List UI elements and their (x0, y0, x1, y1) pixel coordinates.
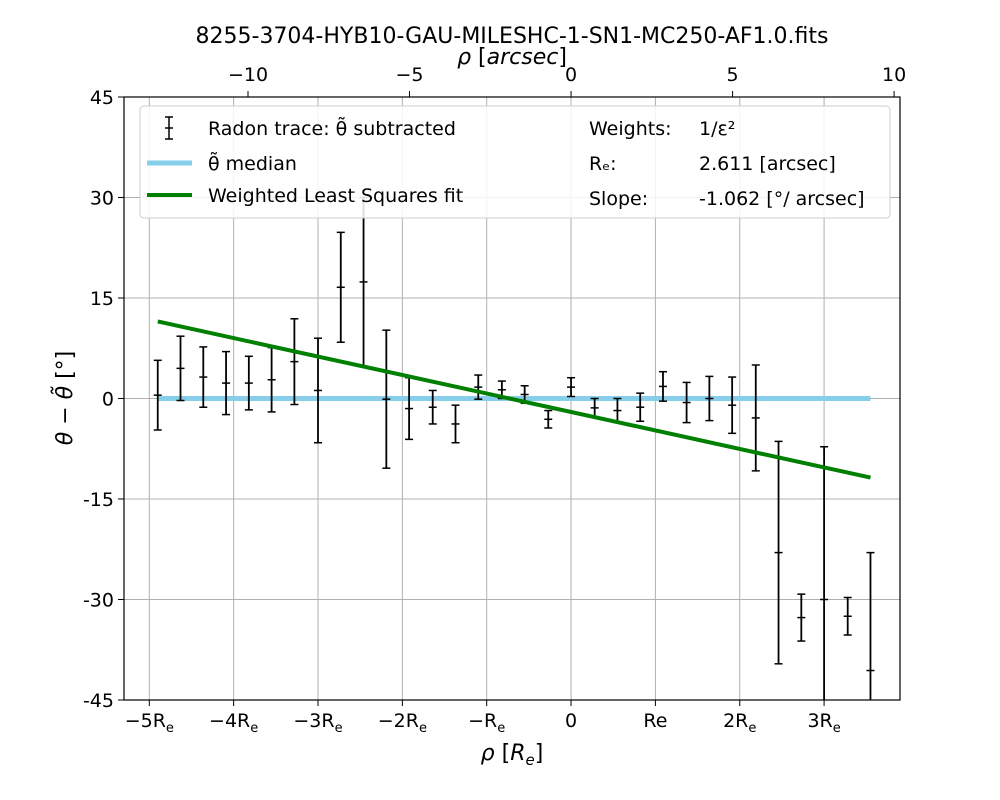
x-tick-label-1: −4Re (209, 710, 258, 736)
errorbar-point-25 (728, 376, 737, 435)
x-tick-label-2: −3Re (293, 710, 342, 736)
x-top-tick-label-4: 10 (882, 64, 906, 86)
legend-label-fit: Weighted Least Squares fit (208, 185, 463, 207)
x-axis-top-title: ρ [arcsec] (457, 45, 567, 70)
legend-box (139, 105, 891, 219)
errorbar-point-2 (199, 346, 208, 408)
errorbar-point-24 (705, 375, 714, 422)
errorbar-point-28 (797, 593, 806, 642)
x-axis-bottom: −5Re −4Re −3Re −2Re −Re 0 Re 2Re 3Re (125, 700, 841, 736)
errorbar-point-30 (843, 596, 852, 636)
y-axis-title: θ − θ̃ [°] (50, 351, 78, 446)
errorbar-point-29 (820, 445, 829, 700)
errorbar-point-6 (290, 318, 299, 406)
x-axis-title: ρ [Re] (481, 741, 544, 769)
legend-slope-value: -1.062 [°/ arcsec] (699, 188, 865, 210)
y-tick-label-4: -15 (83, 489, 114, 511)
errorbar-point-14 (474, 374, 483, 400)
legend-label-median: θ̃ median (208, 150, 297, 175)
errorbar-point-4 (244, 355, 253, 411)
legend-re-value: 2.611 [arcsec] (699, 153, 836, 175)
x-tick-label-6: Re (643, 710, 667, 732)
legend-errorbar-marker (165, 116, 173, 140)
errorbar-point-31 (866, 551, 875, 700)
chart-title: 8255-3704-HYB10-GAU-MILESHC-1-SN1-MC250-… (196, 24, 829, 49)
errorbar-point-13 (451, 404, 460, 444)
legend-slope-label: Slope: (589, 188, 648, 210)
x-top-tick-label-2: 0 (565, 64, 577, 86)
y-tick-label-3: 0 (102, 389, 114, 411)
y-tick-label-2: 15 (90, 288, 114, 310)
x-tick-label-0: −5Re (125, 710, 174, 736)
errorbar-point-8 (336, 231, 345, 343)
x-top-tick-label-3: 5 (727, 64, 739, 86)
errorbar-point-22 (658, 370, 667, 402)
legend-weights-label: Weights: (589, 118, 672, 140)
errorbar-point-18 (567, 376, 576, 398)
y-axis: 45 30 15 0 -15 -30 -45 (83, 87, 124, 712)
errorbar-point-10 (382, 329, 391, 469)
errorbar-point-21 (636, 392, 645, 423)
x-tick-label-7: 2Re (723, 710, 756, 736)
y-tick-label-0: 45 (90, 87, 114, 109)
errorbar-point-12 (428, 389, 437, 425)
y-tick-label-5: -30 (83, 590, 114, 612)
errorbar-point-1 (176, 335, 185, 402)
legend-re-label: Rₑ: (589, 153, 617, 175)
x-axis-top: −10 −5 0 5 10 (228, 64, 906, 97)
x-tick-label-3: −2Re (378, 710, 427, 736)
errorbar-point-27 (774, 440, 783, 665)
x-top-tick-label-0: −10 (228, 64, 268, 86)
errorbar-point-3 (222, 350, 231, 416)
errorbar-point-17 (544, 409, 553, 429)
errorbar-point-0 (153, 359, 162, 431)
y-tick-label-6: -45 (83, 690, 114, 712)
errorbar-point-23 (682, 381, 691, 424)
x-tick-label-5: 0 (565, 710, 577, 732)
x-top-tick-label-1: −5 (396, 64, 424, 86)
y-tick-label-1: 30 (90, 188, 114, 210)
wls-fit-line (157, 319, 871, 480)
x-tick-label-4: −Re (468, 710, 505, 736)
errorbars (153, 196, 875, 700)
x-tick-label-8: 3Re (807, 710, 840, 736)
legend: Radon trace: θ̃ subtracted θ̃ median Wei… (139, 105, 891, 219)
legend-label-radon-trace: Radon trace: θ̃ subtracted (208, 115, 456, 140)
plot-area (153, 196, 875, 700)
legend-weights-value: 1/ε² (699, 118, 735, 140)
